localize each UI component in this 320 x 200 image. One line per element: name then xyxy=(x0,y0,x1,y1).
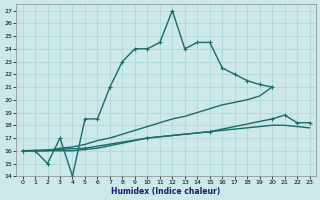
X-axis label: Humidex (Indice chaleur): Humidex (Indice chaleur) xyxy=(111,187,221,196)
